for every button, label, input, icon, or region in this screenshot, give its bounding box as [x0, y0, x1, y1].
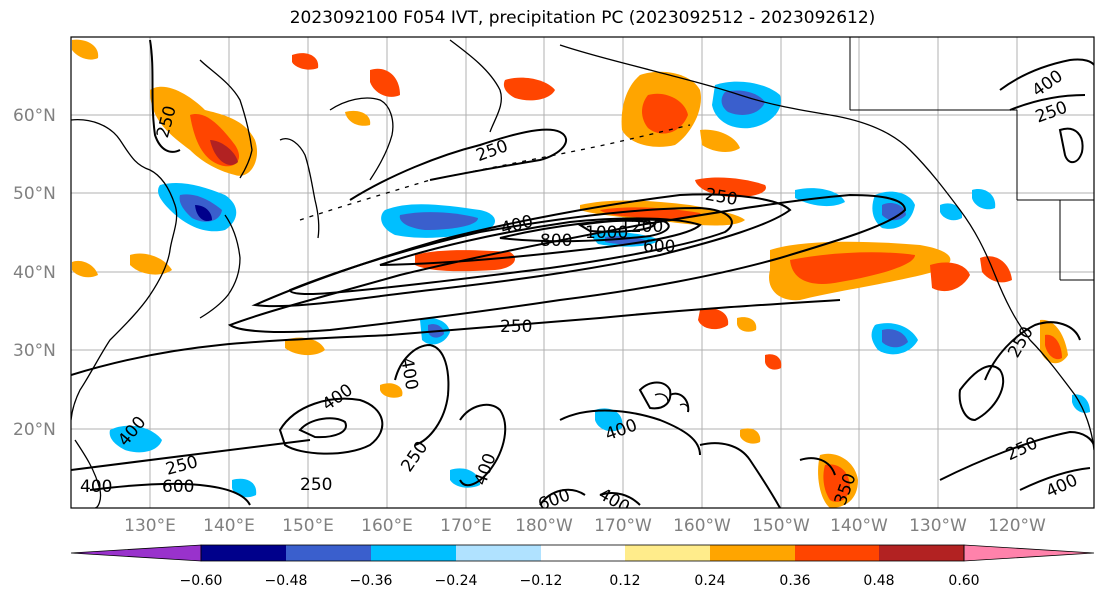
- lon-label: 150°E: [282, 516, 334, 536]
- lat-label: 60°N: [13, 106, 56, 126]
- lon-label: 120°W: [988, 516, 1046, 536]
- colorbar-tick-label: 0.24: [694, 573, 725, 589]
- colorbar-segment: [710, 545, 795, 561]
- colorbar-tick-label: −0.36: [350, 573, 393, 589]
- colorbar-extend-left: [70, 544, 202, 562]
- lat-label: 20°N: [13, 420, 56, 440]
- colorbar-tick-label: −0.12: [520, 573, 563, 589]
- lon-label: 140°W: [830, 516, 888, 536]
- colorbar-segment: [286, 545, 371, 561]
- contour-label: 600: [162, 477, 194, 497]
- lat-label: 40°N: [13, 263, 56, 283]
- lat-labels: 60°N 50°N 40°N 30°N 20°N: [13, 106, 56, 440]
- colorbar-segment: [456, 545, 541, 561]
- lon-label: 150°W: [752, 516, 810, 536]
- colorbar-extend-right: [963, 544, 1095, 562]
- colorbar-segment: [625, 545, 710, 561]
- lon-label: 130°E: [124, 516, 176, 536]
- lon-label: 160°W: [673, 516, 731, 536]
- colorbar-tick-label: 0.36: [779, 573, 810, 589]
- contour-label: 800: [540, 231, 572, 251]
- lon-label: 180°W: [515, 516, 573, 536]
- lon-label: 130°W: [909, 516, 967, 536]
- contour-label: 400: [80, 477, 112, 497]
- lon-labels: 130°E 140°E 150°E 160°E 170°E 180°W 170°…: [124, 516, 1046, 536]
- colorbar-segment: [371, 545, 456, 561]
- chart-title: 2023092100 F054 IVT, precipitation PC (2…: [289, 8, 876, 28]
- colorbar-tick-label: −0.60: [180, 573, 223, 589]
- colorbar-tick-label: −0.24: [435, 573, 478, 589]
- colorbar: −0.60 −0.48 −0.36 −0.24 −0.12 0.12 0.24 …: [70, 544, 1095, 589]
- colorbar-tick-label: 0.48: [863, 573, 894, 589]
- ivt-contours: [71, 39, 1094, 508]
- contour-label: 250: [500, 317, 532, 337]
- lon-label: 140°E: [203, 516, 255, 536]
- coastlines: [71, 37, 1094, 508]
- map-border: [70, 36, 1095, 509]
- lat-label: 30°N: [13, 341, 56, 361]
- lon-label: 160°E: [361, 516, 413, 536]
- colorbar-segment: [541, 545, 625, 561]
- lat-label: 50°N: [13, 184, 56, 204]
- colorbar-tick-label: 0.60: [948, 573, 979, 589]
- colorbar-segment: [879, 545, 964, 561]
- colorbar-outline: [200, 544, 965, 562]
- contour-label: 600: [643, 237, 675, 257]
- colorbar-tick-label: −0.48: [265, 573, 308, 589]
- contour-label: 1000: [585, 223, 628, 243]
- contour-label: 250: [300, 475, 332, 495]
- lon-label: 170°E: [440, 516, 492, 536]
- colorbar-segment: [201, 545, 286, 561]
- colorbar-tick-label: 0.12: [609, 573, 640, 589]
- contour-label: 1200: [620, 217, 663, 237]
- lon-label: 170°W: [594, 516, 652, 536]
- colorbar-segment: [795, 545, 879, 561]
